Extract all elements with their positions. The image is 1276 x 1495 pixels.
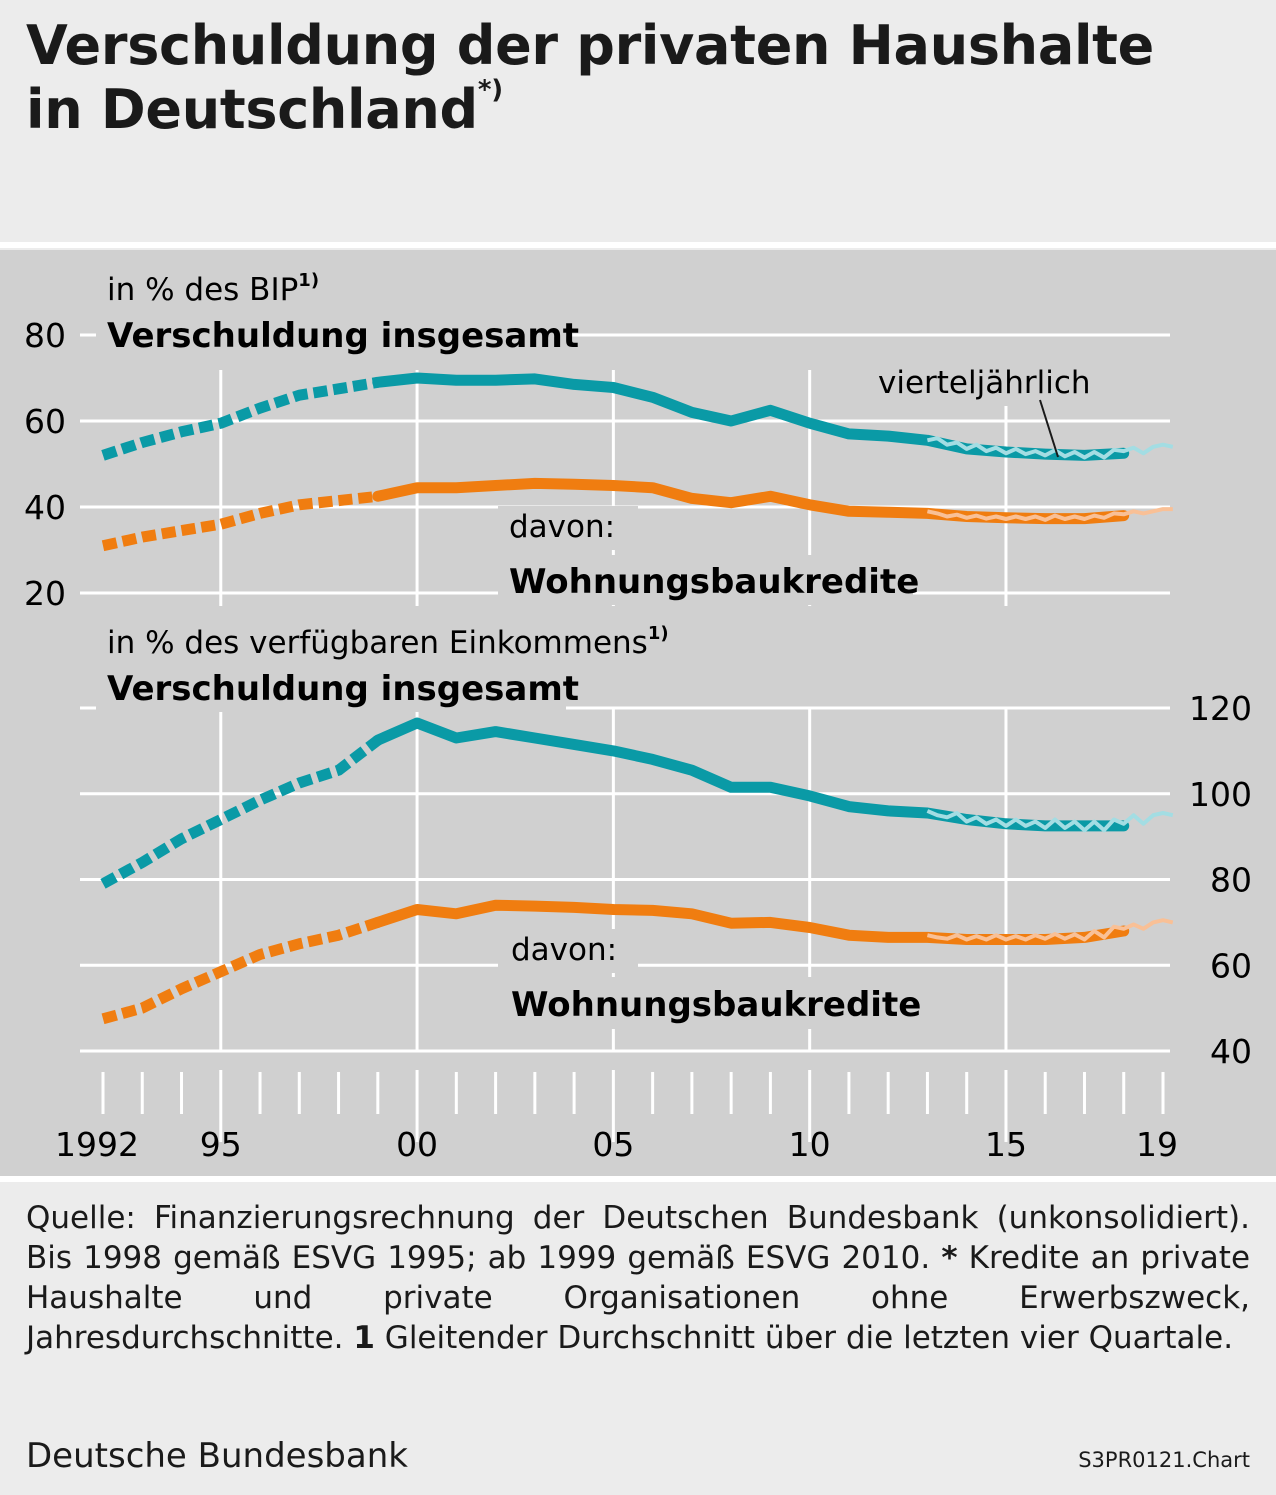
label-mask bbox=[96, 310, 566, 360]
star-note-text: Kredite an private Haushalte und private… bbox=[26, 1240, 1251, 1356]
series-line-dashed bbox=[101, 917, 380, 1025]
bottom-subtitle: in % des verfügbaren Einkommens1) bbox=[107, 623, 669, 661]
label-mask bbox=[498, 555, 913, 605]
title-footnote-marker: *) bbox=[477, 75, 503, 105]
annotation-leader bbox=[1039, 399, 1059, 458]
chart-id: S3PR0121.Chart bbox=[1078, 1448, 1250, 1472]
x-tick-label: 00 bbox=[396, 1125, 438, 1164]
x-tick-label: 1992 bbox=[55, 1125, 139, 1164]
series-line-dashed bbox=[101, 376, 379, 461]
bottom-chart-title: Verschuldung insgesamt bbox=[107, 669, 579, 709]
quarterly-line bbox=[926, 436, 1174, 460]
y-tick-label: 80 bbox=[24, 316, 66, 355]
x-tick-label: 19 bbox=[1136, 1125, 1178, 1164]
axes: 20 40 60 80 40 60 80 100 120 1992 95 00 05 10 15 19 bbox=[24, 316, 1252, 1164]
series-line bbox=[372, 477, 1130, 525]
y-tick-label: 80 bbox=[1210, 861, 1252, 900]
y-tick-label: 60 bbox=[1210, 946, 1252, 985]
series-lines bbox=[100, 372, 1174, 1025]
quarterly-line bbox=[926, 918, 1174, 942]
quarterly-annotation: vierteljährlich bbox=[878, 365, 1091, 401]
top-subtitle: in % des BIP1) bbox=[107, 270, 319, 308]
y-tick-label: 60 bbox=[24, 402, 66, 441]
note-1-marker: 1 bbox=[353, 1320, 375, 1356]
chart-svg: in % des BIP1) Verschuldung insgesamt da… bbox=[24, 270, 1252, 1164]
y-tick-label: 20 bbox=[24, 574, 66, 613]
star-marker: * bbox=[941, 1240, 958, 1276]
title-line-1: Verschuldung der privaten Haushalte bbox=[26, 14, 1155, 77]
publisher: Deutsche Bundesbank bbox=[26, 1436, 408, 1476]
top-sub-label: davon: bbox=[509, 509, 615, 545]
bottom-sub-title: Wohnungsbaukredite bbox=[511, 985, 921, 1025]
note-1-text: Gleitender Durchschnitt über die letzten… bbox=[384, 1320, 1234, 1356]
y-tick-label: 40 bbox=[1210, 1032, 1252, 1071]
bottom-subtitle-marker: 1) bbox=[648, 623, 669, 644]
bottom-separator bbox=[0, 1176, 1276, 1182]
label-backgrounds bbox=[96, 310, 1108, 1029]
top-separator bbox=[0, 242, 1276, 248]
series-line bbox=[372, 899, 1130, 945]
series-line bbox=[372, 717, 1130, 832]
top-subtitle-marker: 1) bbox=[298, 270, 319, 291]
bottom-sub-label: davon: bbox=[511, 932, 617, 968]
label-mask bbox=[96, 662, 566, 712]
label-mask bbox=[498, 929, 638, 973]
series-line-dashed bbox=[101, 490, 379, 552]
top-chart-title: Verschuldung insgesamt bbox=[107, 316, 579, 356]
label-mask bbox=[868, 362, 1108, 406]
x-tick-label: 15 bbox=[985, 1125, 1027, 1164]
title-line-2-text: in Deutschland bbox=[26, 78, 478, 141]
x-tick-label: 95 bbox=[200, 1125, 242, 1164]
y-tick-label: 120 bbox=[1189, 689, 1252, 728]
title-line-2: in Deutschland*) bbox=[26, 75, 1226, 142]
y-tick-label: 40 bbox=[24, 488, 66, 527]
x-tick-label: 10 bbox=[789, 1125, 831, 1164]
x-tick-label: 05 bbox=[592, 1125, 634, 1164]
quarterly-line bbox=[926, 507, 1173, 522]
source-text: Quelle: Finanzierungsrechnung der Deutsc… bbox=[26, 1200, 1250, 1276]
quarterly-line bbox=[926, 809, 1174, 833]
chart-text: in % des BIP1) Verschuldung insgesamt da… bbox=[107, 270, 1091, 1025]
footnotes: Quelle: Finanzierungsrechnung der Deutsc… bbox=[26, 1198, 1250, 1358]
top-sub-title: Wohnungsbaukredite bbox=[509, 562, 919, 602]
y-tick-label: 100 bbox=[1189, 775, 1252, 814]
page-title: Verschuldung der privaten Haushalte in D… bbox=[26, 14, 1226, 142]
label-mask bbox=[498, 506, 638, 550]
series-line-dashed bbox=[100, 735, 382, 889]
label-mask bbox=[498, 977, 918, 1029]
